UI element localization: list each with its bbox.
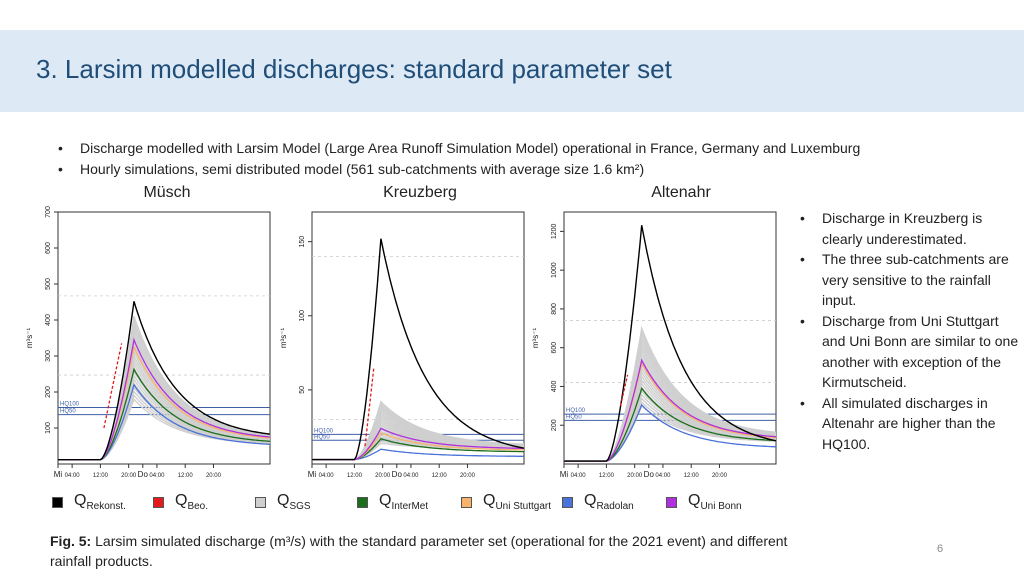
x-tick-label: 04:00 bbox=[65, 473, 81, 479]
legend-swatch bbox=[666, 497, 677, 508]
y-tick-label: 600 bbox=[551, 342, 558, 354]
x-tick-label: 20:00 bbox=[627, 473, 643, 479]
figure-caption: Fig. 5: Larsim simulated discharge (m³/s… bbox=[50, 531, 810, 571]
x-tick-label: 20:00 bbox=[460, 473, 476, 479]
x-tick-label: 04:00 bbox=[571, 473, 587, 479]
threshold-label: HQ100 bbox=[566, 408, 586, 414]
bullet-item: All simulated discharges in Altenahr are… bbox=[800, 393, 1024, 455]
y-tick-label: 400 bbox=[551, 381, 558, 393]
side-bullets: Discharge in Kreuzberg is clearly undere… bbox=[800, 208, 1024, 454]
legend-swatch bbox=[357, 497, 368, 508]
series-line-rekonst bbox=[312, 238, 525, 461]
series-line-beo bbox=[619, 374, 629, 406]
page-number: 6 bbox=[937, 543, 944, 555]
x-tick-label: 20:00 bbox=[712, 473, 728, 479]
x-tick-label: Do bbox=[392, 470, 403, 479]
chart-title-altenahr: Altenahr bbox=[651, 184, 711, 201]
x-tick-label: Mi bbox=[560, 470, 569, 479]
caption-text: Larsim simulated discharge (m³/s) with t… bbox=[50, 533, 788, 569]
legend-swatch bbox=[562, 497, 573, 508]
x-tick-label: 12:00 bbox=[178, 473, 194, 479]
y-axis-label: m³s⁻¹ bbox=[531, 328, 540, 349]
threshold-label: HQ50 bbox=[566, 414, 582, 420]
y-tick-label: 100 bbox=[299, 310, 306, 322]
series-line-beo bbox=[364, 367, 375, 447]
series-line-beo bbox=[103, 343, 123, 429]
caption-label: Fig. 5: bbox=[50, 533, 92, 549]
series-line-rekonst bbox=[564, 225, 777, 462]
series-line-rekonst bbox=[58, 301, 271, 461]
x-tick-label: 12:00 bbox=[93, 473, 109, 479]
threshold-label: HQ50 bbox=[314, 434, 330, 440]
y-tick-label: 500 bbox=[45, 278, 52, 290]
legend-swatch bbox=[52, 497, 63, 508]
chart-legend: QRekonst. QBeo. QSGS QInterMet QUni Stut… bbox=[52, 492, 772, 516]
slide-title: 3. Larsim modelled discharges: standard … bbox=[36, 54, 672, 84]
bullet-item: The three sub-catchments are very sensit… bbox=[800, 249, 1024, 311]
x-tick-label: Do bbox=[138, 470, 149, 479]
bullet-item: Discharge from Uni Stuttgart and Uni Bon… bbox=[800, 311, 1024, 393]
x-tick-label: 20:00 bbox=[206, 473, 222, 479]
chart-title-kreuzberg: Kreuzberg bbox=[383, 184, 457, 201]
x-tick-label: 12:00 bbox=[599, 473, 615, 479]
top-bullets: Discharge modelled with Larsim Model (La… bbox=[58, 138, 860, 180]
x-tick-label: 12:00 bbox=[347, 473, 363, 479]
x-tick-label: Mi bbox=[308, 470, 317, 479]
x-tick-label: 20:00 bbox=[375, 473, 391, 479]
y-tick-label: 1200 bbox=[551, 223, 558, 239]
bullet-item: Hourly simulations, semi distributed mod… bbox=[58, 159, 860, 180]
y-tick-label: 700 bbox=[45, 206, 52, 218]
legend-swatch bbox=[255, 497, 266, 508]
y-axis-label: m³s⁻¹ bbox=[279, 328, 288, 349]
title-bar bbox=[0, 30, 1024, 112]
x-tick-label: 04:00 bbox=[655, 473, 671, 479]
x-tick-label: 12:00 bbox=[684, 473, 700, 479]
y-tick-label: 200 bbox=[45, 386, 52, 398]
x-tick-label: Do bbox=[644, 470, 655, 479]
y-axis-label: m³s⁻¹ bbox=[25, 328, 34, 349]
x-tick-label: 20:00 bbox=[121, 473, 137, 479]
x-tick-label: 04:00 bbox=[149, 473, 165, 479]
y-tick-label: 600 bbox=[45, 242, 52, 254]
y-tick-label: 150 bbox=[299, 236, 306, 248]
y-tick-label: 1000 bbox=[551, 262, 558, 278]
plot-area bbox=[57, 211, 271, 465]
legend-swatch bbox=[461, 497, 472, 508]
threshold-label: HQ50 bbox=[60, 409, 76, 415]
x-tick-label: 12:00 bbox=[432, 473, 448, 479]
y-tick-label: 50 bbox=[299, 386, 306, 394]
threshold-label: HQ100 bbox=[314, 428, 334, 434]
bullet-item: Discharge modelled with Larsim Model (La… bbox=[58, 138, 860, 159]
y-tick-label: 300 bbox=[45, 350, 52, 362]
y-tick-label: 400 bbox=[45, 314, 52, 326]
x-tick-label: 04:00 bbox=[319, 473, 335, 479]
threshold-label: HQ100 bbox=[60, 401, 80, 407]
y-tick-label: 100 bbox=[45, 422, 52, 434]
x-tick-label: 04:00 bbox=[403, 473, 419, 479]
chart-title-musch: Müsch bbox=[143, 184, 191, 201]
bullet-item: Discharge in Kreuzberg is clearly undere… bbox=[800, 208, 1024, 249]
plot-area bbox=[311, 211, 525, 465]
y-tick-label: 800 bbox=[551, 303, 558, 315]
x-tick-label: Mi bbox=[54, 470, 63, 479]
legend-swatch bbox=[153, 497, 164, 508]
y-tick-label: 200 bbox=[551, 419, 558, 431]
